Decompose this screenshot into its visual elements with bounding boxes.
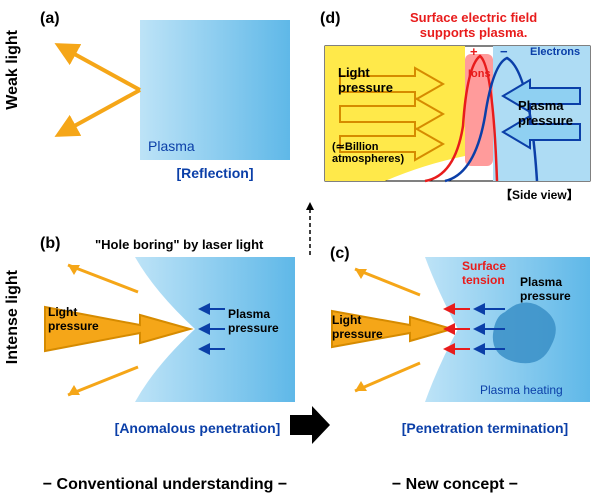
panel-b-plasma: Plasma pressure — [228, 307, 279, 335]
panel-d-plasma: Plasma pressure — [518, 98, 573, 128]
panel-d-minus: − — [500, 44, 508, 59]
axis-weak-text: Weak light — [4, 30, 22, 110]
footer-right: − New concept − — [320, 476, 590, 494]
panel-c: (c) Surface tension Plasma pressure Ligh… — [330, 245, 595, 455]
panel-d-sideview: 【Side view】 — [500, 186, 579, 203]
axis-intense-light: Intense light — [4, 270, 22, 420]
panel-b-light: Light pressure — [48, 305, 99, 333]
panel-d-ions: Ions — [468, 68, 491, 80]
panel-c-plasma: Plasma pressure — [520, 275, 571, 303]
panel-b-caption: [Anomalous penetration] — [100, 420, 295, 436]
panel-c-light: Light pressure — [332, 313, 383, 341]
panel-b-diagram — [40, 257, 300, 417]
panel-b: (b) "Hole boring" by laser light Light p… — [40, 235, 300, 445]
panel-d: (d) Surface electric field supports plas… — [320, 10, 595, 210]
panel-a-caption: [Reflection] — [140, 165, 290, 181]
panel-c-caption: [Penetration termination] — [380, 420, 590, 436]
panel-c-heating: Plasma heating — [480, 383, 563, 397]
footer-left: − Conventional understanding − — [15, 476, 315, 494]
panel-d-plus: + — [470, 44, 478, 59]
panel-d-electrons: Electrons — [530, 46, 580, 58]
link-arrows — [290, 200, 330, 460]
axis-intense-text: Intense light — [4, 270, 22, 364]
panel-d-atm: (≃Billion atmospheres) — [332, 140, 404, 165]
axis-weak-light: Weak light — [4, 30, 22, 180]
panel-a: (a) Plasma [Reflection] — [40, 10, 300, 200]
panel-b-title: "Hole boring" by laser light — [95, 237, 263, 252]
panel-c-tension: Surface tension — [462, 259, 506, 287]
panel-d-light: Light pressure — [338, 65, 393, 95]
panel-d-title: Surface electric field supports plasma. — [410, 10, 537, 40]
panel-a-arrows — [40, 10, 300, 170]
